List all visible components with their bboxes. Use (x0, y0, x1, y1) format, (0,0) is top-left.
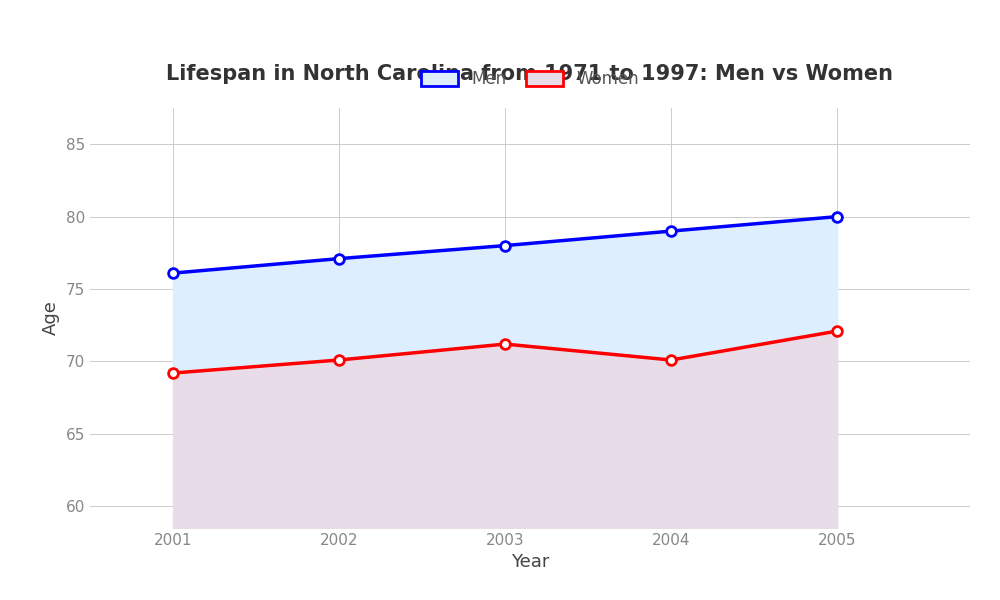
X-axis label: Year: Year (511, 553, 549, 571)
Title: Lifespan in North Carolina from 1971 to 1997: Men vs Women: Lifespan in North Carolina from 1971 to … (166, 64, 894, 84)
Y-axis label: Age: Age (42, 301, 60, 335)
Legend: Men, Women: Men, Women (413, 62, 647, 97)
